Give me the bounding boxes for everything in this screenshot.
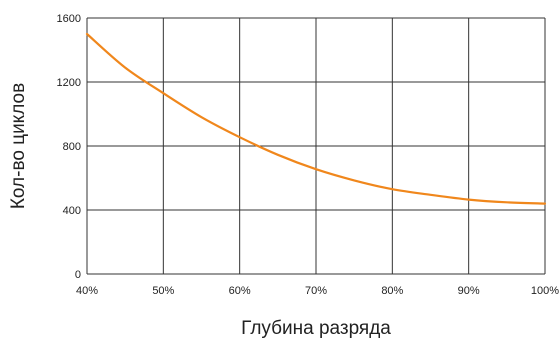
y-tick-label: 1600 <box>57 13 81 25</box>
x-axis-title: Глубина разряда <box>241 318 391 339</box>
x-tick-label: 50% <box>152 285 174 297</box>
x-tick-label: 70% <box>305 285 327 297</box>
x-tick-label: 40% <box>76 285 98 297</box>
series-layer <box>85 32 547 205</box>
x-tick-label: 100% <box>531 285 559 297</box>
series-line <box>85 32 547 205</box>
y-tick-label: 0 <box>75 269 81 281</box>
x-tick-label: 80% <box>381 285 403 297</box>
x-tick-label: 60% <box>229 285 251 297</box>
y-axis-title: Кол-во циклов <box>8 83 29 209</box>
x-tick-label: 90% <box>458 285 480 297</box>
y-tick-label: 400 <box>63 205 81 217</box>
y-tick-label: 800 <box>63 141 81 153</box>
tick-labels: 0 400 800 1200 1600 40% 50% 60% 70% 80% 90% 100% <box>57 13 560 297</box>
y-tick-label: 1200 <box>57 77 81 89</box>
grid <box>86 17 546 275</box>
